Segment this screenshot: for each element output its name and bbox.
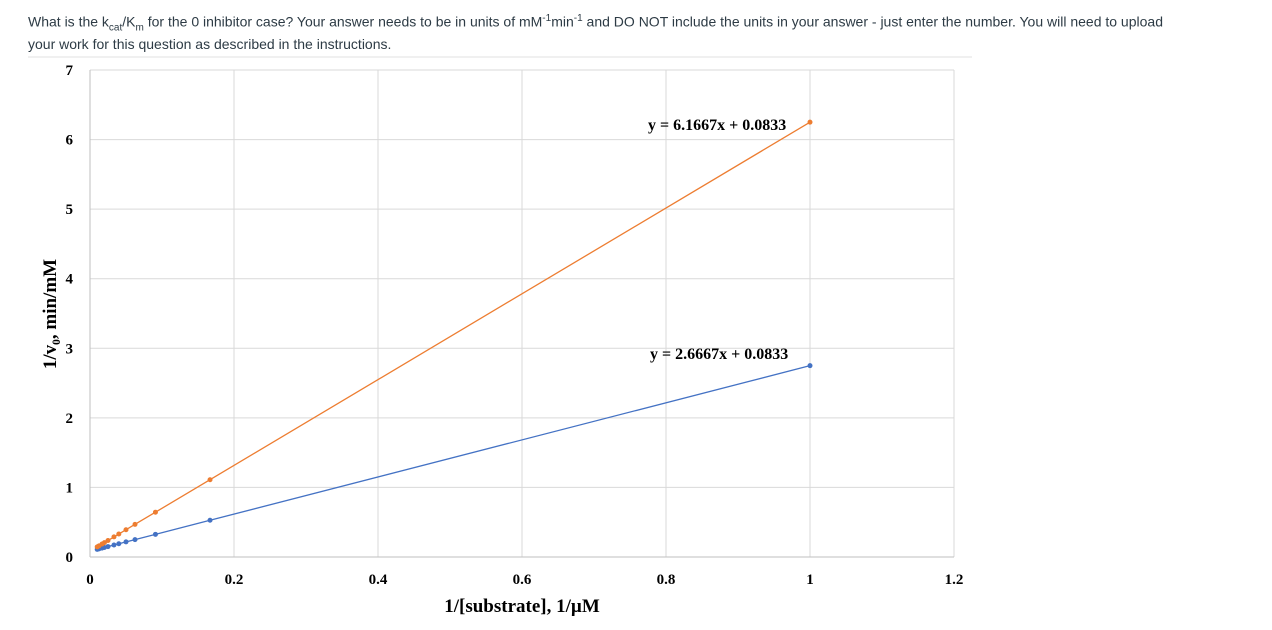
trendline-equation: y = 2.6667x + 0.0833 <box>650 346 788 363</box>
question-part: m <box>135 22 144 34</box>
y-tick-label: 5 <box>66 202 74 218</box>
question-text: What is the kcat/Km for the 0 inhibitor … <box>28 10 1188 53</box>
data-point <box>105 544 111 550</box>
y-tick-label: 4 <box>66 272 74 288</box>
x-tick-label: 0.8 <box>657 572 676 588</box>
data-point <box>123 539 129 545</box>
y-tick-label: 3 <box>66 341 74 357</box>
data-point <box>111 542 117 548</box>
question-part: cat <box>108 22 123 34</box>
question-part: and DO NOT include the units in your ans… <box>28 13 1163 53</box>
question-part: /K <box>122 13 136 30</box>
x-tick-label: 0.2 <box>225 572 244 588</box>
data-point <box>807 363 813 369</box>
data-point <box>105 538 111 544</box>
x-tick-label: 1 <box>806 572 814 588</box>
trend-line <box>96 121 811 548</box>
trend-line <box>97 365 811 550</box>
y-tick-label: 6 <box>66 133 74 149</box>
question-part: -1 <box>542 13 552 24</box>
y-tick-label: 2 <box>66 411 74 427</box>
data-point <box>132 537 138 543</box>
data-point <box>132 521 138 527</box>
y-tick-label: 0 <box>66 550 74 566</box>
trendline-equation: y = 6.1667x + 0.0833 <box>648 117 786 134</box>
y-tick-label: 1 <box>66 480 74 496</box>
question-part: min <box>551 13 574 30</box>
x-tick-label: 0.4 <box>369 572 388 588</box>
data-point <box>807 119 813 125</box>
x-axis-label: 1/[substrate], 1/µM <box>444 596 600 617</box>
x-tick-label: 1.2 <box>945 572 964 588</box>
question-part: for the 0 inhibitor case? Your answer ne… <box>143 13 543 30</box>
x-tick-label: 0 <box>86 572 94 588</box>
y-tick-label: 7 <box>66 63 74 79</box>
data-point <box>152 531 158 537</box>
data-point <box>123 527 129 533</box>
data-point <box>207 477 213 483</box>
data-point <box>116 541 122 547</box>
y-axis-label: 1/v₀, min/mM <box>40 259 61 369</box>
data-point <box>152 509 158 515</box>
data-point <box>207 517 213 523</box>
question-part: -1 <box>573 13 583 24</box>
data-point <box>116 531 122 537</box>
x-tick-label: 0.6 <box>513 572 532 588</box>
question-part: What is the k <box>28 13 109 30</box>
data-point <box>111 534 117 540</box>
